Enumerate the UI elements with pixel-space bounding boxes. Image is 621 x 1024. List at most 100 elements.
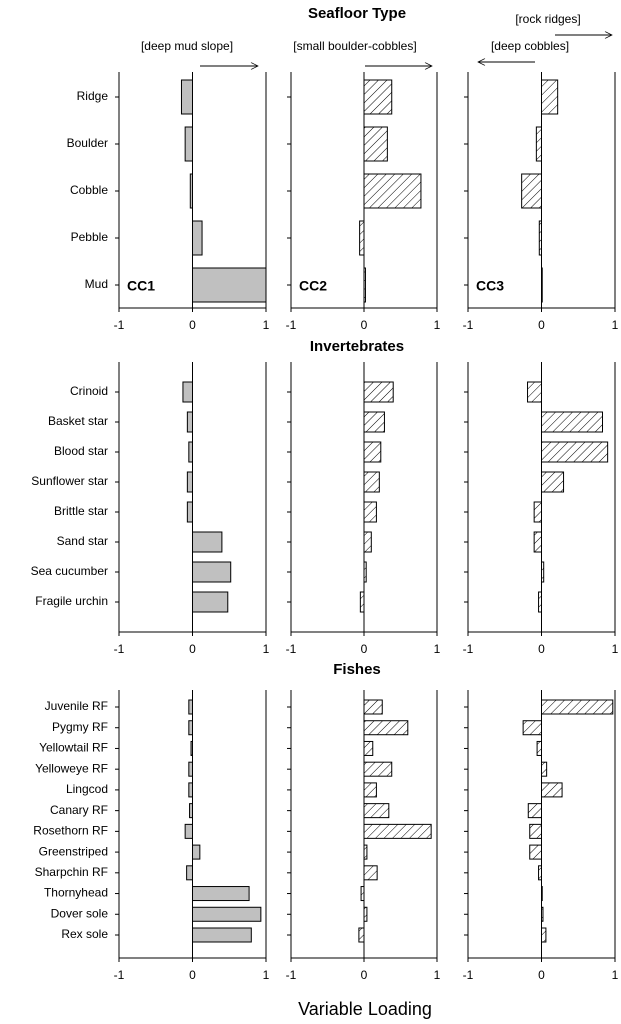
bar (363, 906, 368, 922)
category-label: Canary RF (50, 803, 108, 817)
bar (538, 591, 542, 613)
bar (363, 740, 374, 756)
bar (533, 501, 543, 523)
bar (184, 823, 193, 839)
bar (190, 740, 193, 756)
bar (541, 699, 614, 715)
bar (192, 561, 232, 583)
category-label: Ridge (77, 89, 109, 103)
annotation: [rock ridges] (515, 12, 580, 26)
category-label: Cobble (70, 183, 108, 197)
bar (363, 865, 378, 881)
x-tick-label: 1 (612, 318, 619, 332)
bar (192, 531, 223, 553)
bar (186, 865, 193, 881)
bar (184, 126, 193, 162)
category-label: Brittle star (54, 504, 108, 518)
bar (541, 561, 545, 583)
x-tick-label: 0 (361, 318, 368, 332)
x-tick-label: 0 (361, 642, 368, 656)
bar (363, 823, 432, 839)
category-label: Mud (85, 277, 108, 291)
bar (192, 844, 201, 860)
category-label: Basket star (48, 414, 108, 428)
category-label: Boulder (67, 136, 108, 150)
category-label: Blood star (54, 444, 108, 458)
x-tick-label: 1 (263, 318, 270, 332)
bar (182, 381, 194, 403)
bar (188, 441, 193, 463)
bar (363, 441, 382, 463)
bar (538, 220, 542, 256)
bar (188, 782, 193, 798)
bar (192, 591, 229, 613)
bar (541, 411, 604, 433)
x-tick-label: -1 (114, 642, 125, 656)
x-tick-label: 1 (263, 968, 270, 982)
bar (188, 720, 193, 736)
bar (541, 761, 548, 777)
x-tick-label: 1 (434, 318, 441, 332)
bar (180, 79, 194, 115)
bar (363, 501, 377, 523)
x-tick-label: -1 (286, 968, 297, 982)
category-label: Sunflower star (31, 474, 108, 488)
bar (529, 844, 542, 860)
bar (527, 381, 542, 403)
bar (359, 591, 365, 613)
x-tick-label: -1 (463, 642, 474, 656)
bar (522, 720, 542, 736)
bar (192, 906, 262, 922)
x-tick-label: 0 (538, 642, 545, 656)
bar (541, 782, 563, 798)
x-axis-label: Variable Loading (298, 999, 432, 1019)
bar (192, 886, 250, 902)
bar (363, 761, 393, 777)
bar (363, 411, 385, 433)
panel-label: CC2 (299, 278, 327, 294)
panel-label: CC1 (127, 278, 155, 294)
bar (192, 267, 267, 303)
bar (186, 471, 193, 493)
bar (521, 173, 543, 209)
bar (363, 531, 372, 553)
annotation: [small boulder-cobbles] (293, 39, 416, 53)
x-tick-label: -1 (463, 968, 474, 982)
bar (541, 927, 547, 943)
category-label: Rosethorn RF (33, 824, 108, 838)
x-tick-label: -1 (286, 642, 297, 656)
section-title: Invertebrates (310, 338, 404, 355)
annotation: [deep mud slope] (141, 39, 233, 53)
x-tick-label: -1 (286, 318, 297, 332)
bar (363, 803, 390, 819)
x-tick-label: 0 (189, 642, 196, 656)
category-label: Dover sole (51, 906, 109, 920)
category-label: Yelloweye RF (35, 761, 108, 775)
category-label: Lingcod (66, 782, 108, 796)
bar (363, 126, 388, 162)
bar (363, 844, 368, 860)
bar (363, 381, 394, 403)
section-title: Fishes (333, 661, 381, 678)
section-title: Seafloor Type (308, 5, 406, 22)
bar (189, 173, 193, 209)
bar (541, 267, 543, 303)
bar (541, 886, 543, 902)
bar (536, 740, 543, 756)
bar (358, 927, 365, 943)
category-label: Pygmy RF (52, 720, 108, 734)
x-tick-label: -1 (114, 968, 125, 982)
category-label: Pebble (71, 230, 109, 244)
category-label: Yellowtail RF (39, 741, 108, 755)
bar (541, 79, 559, 115)
category-label: Sand star (57, 534, 108, 548)
bar (363, 720, 409, 736)
bar (529, 823, 542, 839)
bar (192, 220, 203, 256)
bar (189, 803, 193, 819)
x-tick-label: 1 (263, 642, 270, 656)
bar (527, 803, 543, 819)
bar (188, 699, 193, 715)
bar (359, 220, 365, 256)
